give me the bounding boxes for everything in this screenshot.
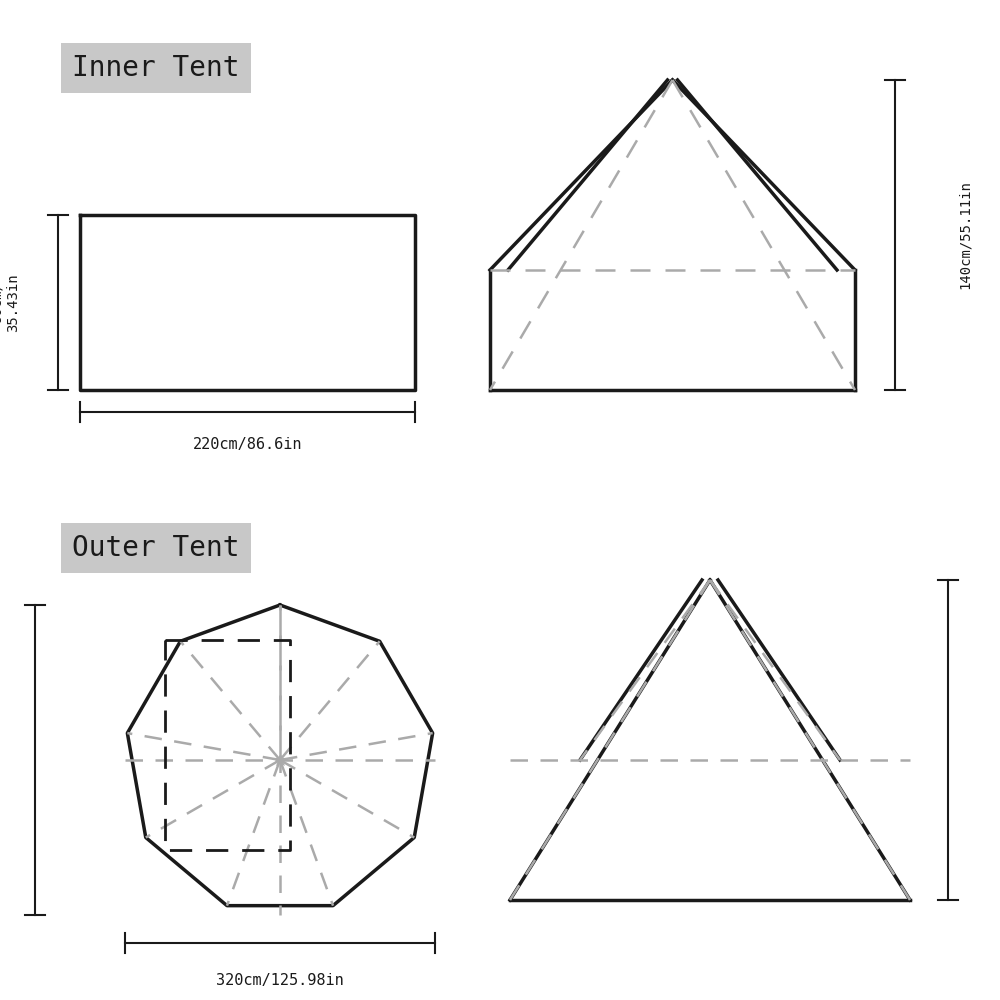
- Text: 90cm/
35.43in: 90cm/ 35.43in: [0, 273, 20, 332]
- Text: Inner Tent: Inner Tent: [72, 54, 240, 82]
- Text: 220cm/86.6in: 220cm/86.6in: [193, 438, 302, 452]
- Text: 140cm/55.11in: 140cm/55.11in: [958, 181, 972, 289]
- Text: Outer Tent: Outer Tent: [72, 534, 240, 562]
- Text: 320cm/125.98in: 320cm/125.98in: [216, 974, 344, 988]
